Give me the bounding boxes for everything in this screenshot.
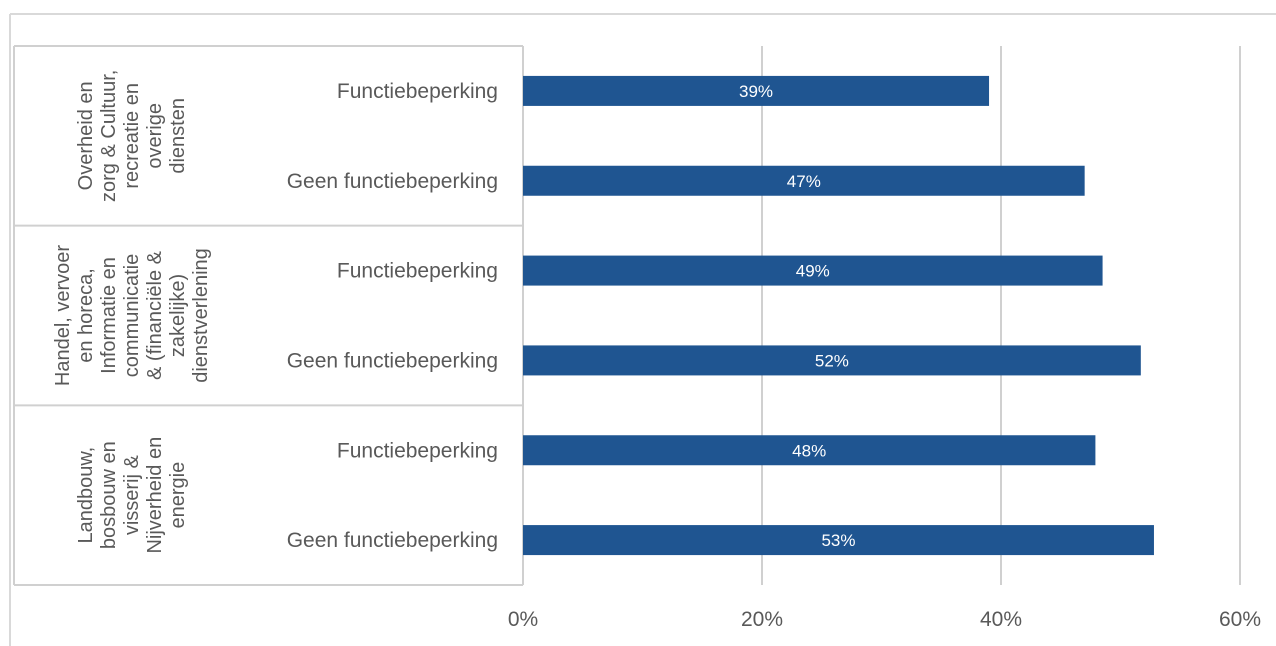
category-label: Functiebeperking bbox=[337, 260, 498, 283]
group-label: Handel, vervoeren horeca,Informatie enco… bbox=[52, 245, 212, 387]
group-label-line: communicatie bbox=[121, 254, 143, 377]
category-label: Geen functiebeperking bbox=[287, 349, 498, 372]
group-label-line: overige bbox=[144, 103, 166, 169]
group-label-line: Landbouw, bbox=[75, 447, 97, 544]
group-label-line: recreatie en bbox=[121, 83, 143, 189]
category-label: Geen functiebeperking bbox=[287, 170, 498, 193]
category-groups: Overheid enzorg & Cultuur,recreatie enov… bbox=[14, 46, 523, 585]
group-label: Landbouw,bosbouw envisserij &Nijverheid … bbox=[75, 437, 189, 554]
data-label: 39% bbox=[739, 82, 773, 101]
group-label-line: dienstverlening bbox=[190, 248, 212, 383]
x-axis-ticks: 0% 20% 40% 60% bbox=[508, 608, 1261, 631]
group-label-line: en horeca, bbox=[75, 268, 97, 363]
data-label: 49% bbox=[796, 262, 830, 281]
group-label-line: zorg & Cultuur, bbox=[98, 70, 120, 202]
group-label-line: Handel, vervoer bbox=[52, 245, 74, 387]
gridlines bbox=[523, 46, 1240, 585]
data-label: 47% bbox=[787, 172, 821, 191]
group-label-line: energie bbox=[167, 462, 189, 529]
group-label-line: Nijverheid en bbox=[144, 437, 166, 554]
data-label: 52% bbox=[815, 351, 849, 370]
category-label: Functiebeperking bbox=[337, 439, 498, 462]
category-label: Functiebeperking bbox=[337, 80, 498, 103]
group-label-line: bosbouw en bbox=[98, 441, 120, 549]
x-tick-label: 0% bbox=[508, 608, 538, 631]
group-label-line: visserij & bbox=[121, 455, 143, 536]
group-label-line: diensten bbox=[167, 98, 189, 174]
data-label: 53% bbox=[821, 531, 855, 550]
category-label: Geen functiebeperking bbox=[287, 529, 498, 552]
bars: 39% 47% 49% 52% 48% 53% bbox=[523, 76, 1154, 555]
data-label: 48% bbox=[792, 441, 826, 460]
group-label-line: Overheid en bbox=[75, 81, 97, 190]
x-tick-label: 60% bbox=[1219, 608, 1261, 631]
group-label-line: Informatie en bbox=[98, 257, 120, 374]
group-label-line: zakelijke) bbox=[167, 274, 189, 357]
group-label: Overheid enzorg & Cultuur,recreatie enov… bbox=[75, 70, 189, 202]
x-tick-label: 40% bbox=[980, 608, 1022, 631]
group-label-line: & (financiële & bbox=[144, 250, 166, 380]
x-tick-label: 20% bbox=[741, 608, 783, 631]
